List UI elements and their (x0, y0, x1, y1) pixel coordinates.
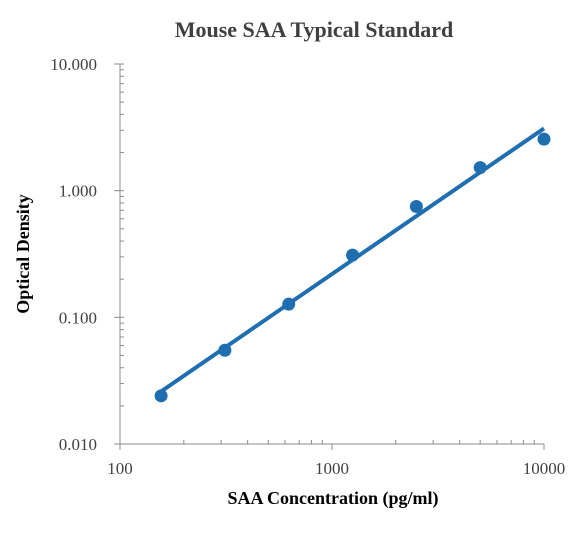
tick-labels: 0.010 0.100 1.000 10.000 100 1000 10000 (50, 55, 565, 478)
y-tick-label: 0.100 (59, 308, 97, 327)
data-point (218, 343, 232, 357)
x-tick-label: 10000 (523, 459, 566, 478)
data-point (473, 161, 487, 175)
y-axis-label: Optical Density (13, 194, 33, 314)
y-tick-label: 10.000 (50, 55, 97, 74)
chart-title: Mouse SAA Typical Standard (175, 17, 454, 42)
axes (114, 63, 545, 450)
y-tick-label: 0.010 (59, 435, 97, 454)
data-point (409, 199, 423, 213)
x-tick-label: 1000 (315, 459, 349, 478)
x-axis-label: SAA Concentration (pg/ml) (228, 488, 439, 509)
data-point (154, 389, 168, 403)
x-tick-label: 100 (107, 459, 133, 478)
data-point (282, 297, 296, 311)
data-point (537, 132, 551, 146)
y-tick-label: 1.000 (59, 182, 97, 201)
data-point (346, 248, 360, 262)
data-points (154, 132, 551, 403)
